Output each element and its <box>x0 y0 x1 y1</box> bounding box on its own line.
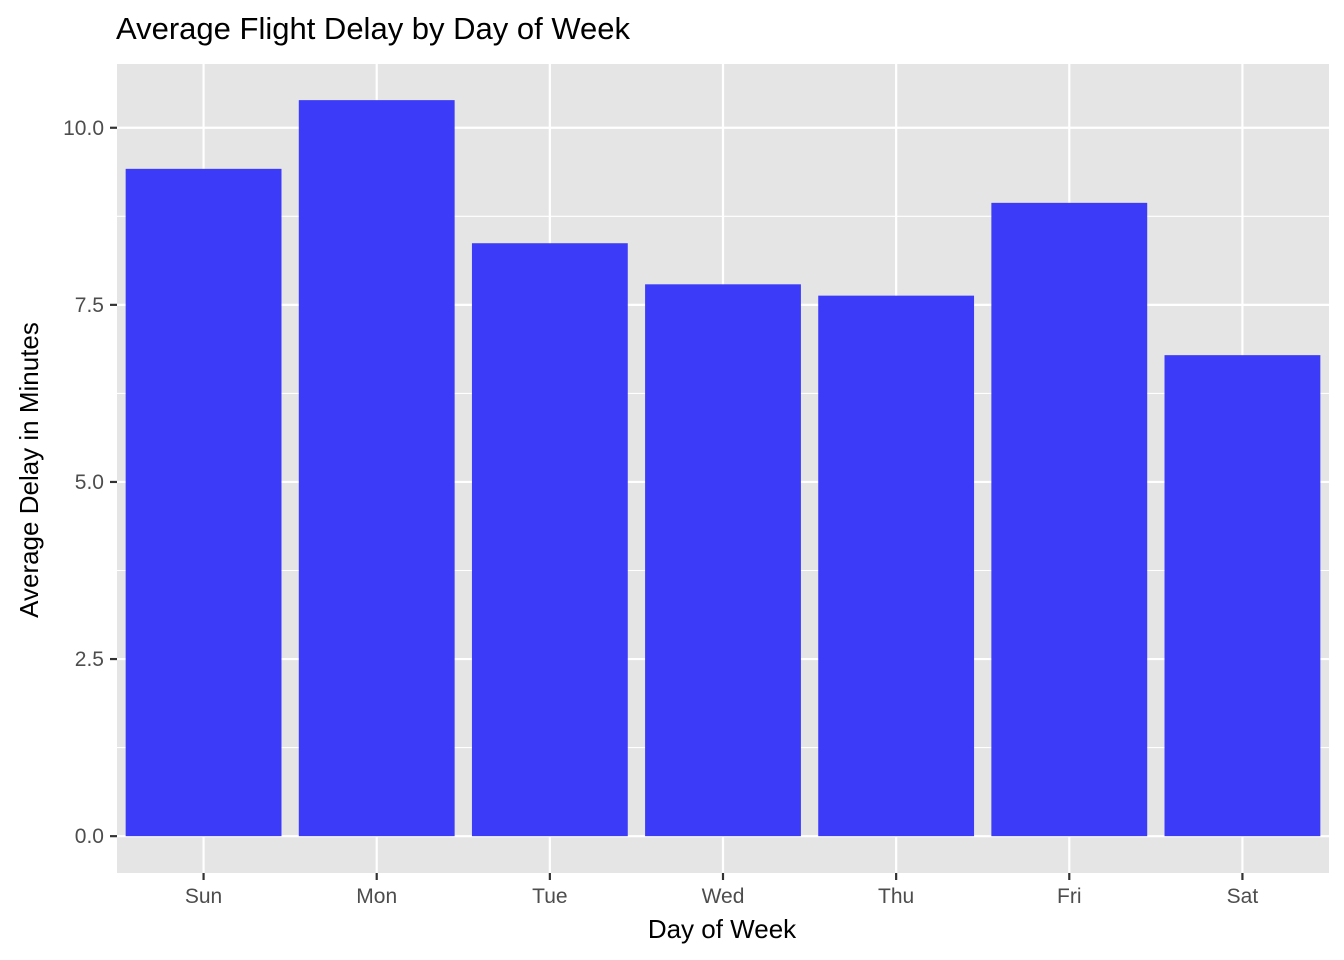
x-tick-label-sat: Sat <box>1227 885 1259 908</box>
bars <box>125 100 1321 837</box>
bar-tue <box>471 243 628 837</box>
y-tick-label: 0.0 <box>75 825 104 848</box>
x-axis: Sun Mon Tue Wed Thu Fri Sat <box>185 873 1258 908</box>
bar-mon <box>298 100 455 837</box>
x-tick-label-mon: Mon <box>356 885 397 908</box>
y-tick-label: 5.0 <box>75 471 104 494</box>
bar-fri <box>991 202 1148 837</box>
x-tick-label-sun: Sun <box>185 885 222 908</box>
bar-wed <box>645 284 801 837</box>
bar-sat <box>1164 355 1321 837</box>
y-tick-label: 7.5 <box>75 294 104 317</box>
y-tick-label: 2.5 <box>75 648 104 671</box>
x-axis-title: Day of Week <box>648 914 797 944</box>
y-axis: 0.0 2.5 5.0 7.5 10.0 <box>63 117 117 848</box>
x-tick-label-wed: Wed <box>702 885 745 908</box>
bar-thu <box>818 295 975 837</box>
x-tick-label-thu: Thu <box>878 885 914 908</box>
y-axis-title: Average Delay in Minutes <box>14 322 44 618</box>
x-tick-label-tue: Tue <box>532 885 567 908</box>
chart-title: Average Flight Delay by Day of Week <box>116 11 631 46</box>
bar-sun <box>125 168 282 837</box>
y-tick-label: 10.0 <box>63 117 104 140</box>
x-tick-label-fri: Fri <box>1057 885 1082 908</box>
